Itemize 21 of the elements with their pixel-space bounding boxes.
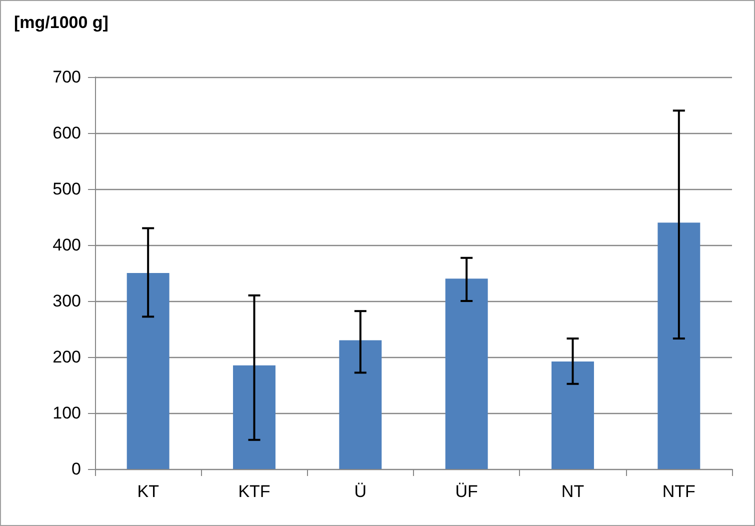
y-tick-label: 200 [52,348,81,366]
x-tick-label: KTF [238,482,270,501]
bar [658,222,700,469]
y-tick-label: 400 [52,236,81,254]
y-tick-label: 500 [52,180,81,198]
y-tick-label: 0 [72,460,81,478]
y-tick-label: 700 [52,68,81,86]
y-tick-label: 600 [52,124,81,142]
bar [233,365,276,469]
bar [552,361,594,469]
y-tick-label: 300 [52,292,81,310]
bar [445,278,488,469]
x-tick-label: KT [137,482,159,501]
x-tick-label: NTF [662,482,696,501]
y-axis-title: [mg/1000 g] [14,13,108,32]
bar [339,340,382,469]
bar [126,273,170,469]
x-tick-label: Ü [354,482,367,501]
x-tick-label: NT [561,482,584,501]
x-tick-label: ÜF [455,482,478,501]
y-tick-label: 100 [52,404,81,422]
